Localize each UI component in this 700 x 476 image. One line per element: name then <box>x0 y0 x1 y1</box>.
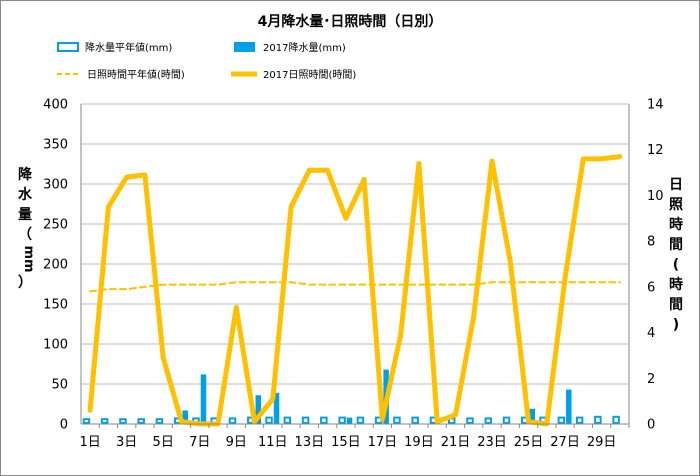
bar-precip-2017 <box>529 408 536 424</box>
x-tick-label: 17日 <box>368 435 398 450</box>
y-right-tick-label: 8 <box>647 235 655 250</box>
y-right-tick-label: 0 <box>647 418 655 433</box>
y-left-title-char: 降 <box>18 166 33 183</box>
y-right-title-char: 時 <box>669 276 683 293</box>
y-right-title-char: 時 <box>669 216 683 233</box>
legend-label-sunshine-2017: 2017日照時間(時間) <box>263 69 356 81</box>
y-right-tick-label: 6 <box>647 280 655 295</box>
axes: 0 50 100 150 200 250 300 350 400 0 2 4 6 8 10 12 14 1日 3日 5… <box>43 98 663 451</box>
bar-normal-precip <box>283 416 292 425</box>
y-left-title-close: ） <box>18 275 32 291</box>
bar-normal-precip <box>502 416 511 425</box>
x-tick-label: 29日 <box>587 435 617 450</box>
y-right-tick-label: 12 <box>647 143 664 158</box>
x-tick-label: 11日 <box>258 435 288 450</box>
y-left-tick-label: 50 <box>51 378 68 393</box>
y-left-title-char: 水 <box>18 186 33 203</box>
bar-normal-precip <box>155 418 164 425</box>
x-tick-label: 15日 <box>331 435 361 450</box>
y-right-title-char: ) <box>673 317 679 333</box>
lines <box>87 154 623 427</box>
y-right-title-char: ( <box>673 257 679 273</box>
y-left-tick-label: 350 <box>43 138 68 153</box>
axis-titles: 降水量（mm）日照時間(時間) <box>18 166 683 333</box>
bar-precip-2017 <box>566 389 572 424</box>
bar-normal-precip <box>411 416 419 425</box>
y-left-title-char: 量 <box>18 207 32 223</box>
bar-normal-precip <box>575 416 584 425</box>
bar-normal-precip <box>484 417 492 424</box>
y-right-tick-label: 2 <box>647 372 655 387</box>
bar-normal-precip <box>265 416 273 425</box>
legend-label-precip-2017: 2017降水量(mm) <box>263 41 346 54</box>
gridlines <box>81 103 629 425</box>
legend-swatch-normal-precip <box>57 42 79 52</box>
x-tick-label: 5日 <box>153 435 174 450</box>
y-left-tick-label: 200 <box>43 258 68 273</box>
y-right-tick-label: 10 <box>647 189 664 204</box>
y-right-title-char: 照 <box>669 197 683 213</box>
y-left-title-unit: mm <box>21 245 36 272</box>
bar-normal-precip <box>557 416 566 425</box>
bar-normal-precip <box>119 418 127 425</box>
y-right-title-char: 間 <box>669 237 683 253</box>
y-right-title-char: 日 <box>669 177 683 193</box>
y-right-title: 日照時間(時間) <box>669 177 683 333</box>
bar-normal-precip <box>301 416 310 425</box>
y-left-tick-label: 400 <box>43 98 68 113</box>
y-left-title-char: （ <box>18 227 32 243</box>
chart-title: 4月降水量･日照時間（日別） <box>258 13 443 30</box>
bar-precip-2017 <box>200 374 207 424</box>
y-right-tick-label: 4 <box>647 326 655 341</box>
y-left-title: 降水量 （ <box>18 166 33 243</box>
y-right-title-char: 間 <box>669 297 683 313</box>
y-left-tick-label: 0 <box>60 418 68 433</box>
x-tick-label: 3日 <box>116 435 137 450</box>
bar-normal-precip <box>594 415 602 424</box>
y-left-tick-label: 100 <box>43 338 68 353</box>
bar-precip-2017 <box>255 395 262 424</box>
bar-normal-precip <box>100 418 109 425</box>
y-left-tick-label: 300 <box>43 178 68 193</box>
bar-normal-precip <box>612 415 620 424</box>
x-tick-label: 7日 <box>189 435 210 450</box>
x-tick-label: 19日 <box>404 435 434 450</box>
bar-precip-2017 <box>346 417 353 424</box>
line-sunshine-2017 <box>87 154 623 427</box>
x-tick-label: 27日 <box>550 435 580 450</box>
bar-normal-precip <box>466 417 474 424</box>
x-tick-label: 23日 <box>477 435 507 450</box>
bar-normal-precip <box>320 416 328 425</box>
legend: 降水量平年値(mm) 2017降水量(mm) 日照時間平年値(時間) 2017日照時間… <box>57 41 356 81</box>
x-tick-label: 21日 <box>441 435 471 450</box>
y-left-tick-label: 250 <box>43 218 68 233</box>
bar-normal-precip <box>137 418 145 425</box>
x-tick-label: 1日 <box>79 435 100 450</box>
x-tick-label: 9日 <box>226 435 247 450</box>
legend-swatch-precip-2017 <box>234 42 255 52</box>
legend-label-normal-precip: 降水量平年値(mm) <box>85 41 172 54</box>
x-tick-label: 13日 <box>295 435 325 450</box>
bar-normal-precip <box>393 416 401 425</box>
legend-label-normal-sunshine: 日照時間平年値(時間) <box>87 68 185 81</box>
y-left-tick-label: 150 <box>43 298 68 313</box>
bar-normal-precip <box>338 416 346 425</box>
line-normal-sunshine <box>89 281 621 293</box>
bars <box>82 369 620 425</box>
bar-normal-precip <box>228 417 237 424</box>
bar-normal-precip <box>82 418 91 425</box>
bar-precip-2017 <box>182 410 188 424</box>
bar-precip-2017 <box>273 392 280 424</box>
bar-normal-precip <box>356 416 365 425</box>
y-right-tick-label: 14 <box>647 98 664 113</box>
x-tick-label: 25日 <box>514 435 544 450</box>
